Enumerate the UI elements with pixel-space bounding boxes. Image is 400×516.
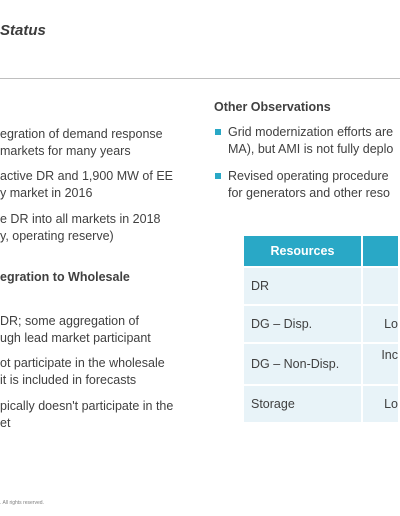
left-bullet-2-line-2: y market in 2016 xyxy=(0,186,93,200)
resource-name-cell: Storage xyxy=(242,384,363,424)
resource-value-cell: Inc xyxy=(360,342,400,386)
left-item-2-line-2: it is included in forecasts xyxy=(0,373,137,387)
bullet-square-icon xyxy=(215,129,221,135)
resource-name-cell: DG – Disp. xyxy=(242,304,363,344)
left-section-heading: egration to Wholesale xyxy=(0,270,130,284)
observation-2-line-2: for generators and other reso xyxy=(228,186,390,200)
table-header-row: Resources xyxy=(242,234,400,268)
left-bullet-1-line-2: markets for many years xyxy=(0,144,131,158)
resources-table: Resources DR DG – Disp. Lo DG – Non-Disp… xyxy=(242,234,400,424)
title-divider xyxy=(0,78,400,79)
left-item-2-line-1: ot participate in the wholesale xyxy=(0,356,165,370)
left-item-1-line-2: ugh lead market participant xyxy=(0,331,151,345)
left-item-3-line-2: et xyxy=(0,416,11,430)
table-row: DG – Disp. Lo xyxy=(242,304,400,344)
left-bullet-2-line-1: active DR and 1,900 MW of EE xyxy=(0,169,173,183)
resource-value-cell: Lo xyxy=(360,384,400,424)
slide-title: Status xyxy=(0,22,46,39)
left-bullet-3-line-2: y, operating reserve) xyxy=(0,229,114,243)
resource-name-cell: DG – Non-Disp. xyxy=(242,342,363,386)
copyright-footer: . All rights reserved. xyxy=(0,500,44,506)
observation-2-line-1: Revised operating procedure xyxy=(228,169,389,183)
left-bullet-3-line-1: e DR into all markets in 2018 xyxy=(0,212,161,226)
column-header-resources: Resources xyxy=(242,234,363,268)
other-observations-heading: Other Observations xyxy=(214,100,331,114)
resource-value-cell xyxy=(360,266,400,306)
table-row: DR xyxy=(242,266,400,306)
left-item-3-line-1: pically doesn't participate in the xyxy=(0,399,174,413)
left-bullet-1-line-1: egration of demand response xyxy=(0,127,163,141)
observation-1-line-2: MA), but AMI is not fully deplo xyxy=(228,142,394,156)
table-row: Storage Lo xyxy=(242,384,400,424)
left-item-1-line-1: DR; some aggregation of xyxy=(0,314,139,328)
observation-1-line-1: Grid modernization efforts are xyxy=(228,125,394,139)
column-header-2 xyxy=(360,234,400,268)
table-row: DG – Non-Disp. Inc xyxy=(242,342,400,386)
bullet-square-icon xyxy=(215,173,221,179)
resource-name-cell: DR xyxy=(242,266,363,306)
resource-value-cell: Lo xyxy=(360,304,400,344)
